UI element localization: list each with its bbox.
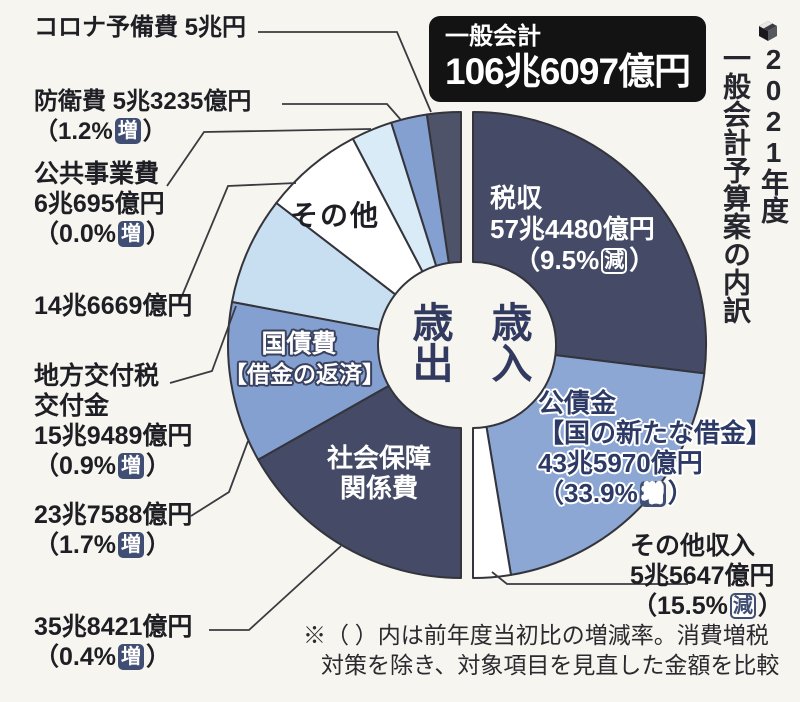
slice-label-debt-service: 国債費 【借金の返済】 bbox=[224, 330, 385, 387]
callout-defense: 防衛費 5兆3235億円 （1.2% 増） bbox=[34, 88, 252, 145]
center-label-revenue: 歳入 bbox=[485, 301, 531, 383]
leader-line bbox=[190, 440, 249, 517]
slice-label-others: その他 bbox=[290, 200, 381, 231]
total-label: 一般会計 bbox=[445, 23, 541, 50]
slice-label-tax: 税収 57兆4480億円 （9.5% 減） bbox=[490, 183, 656, 275]
increase-badge: 増 bbox=[117, 453, 144, 479]
slice-label-bonds: 公債金 【国の新たな借金】 43兆5970億円 （33.9% 増） bbox=[538, 388, 773, 508]
leader-line bbox=[209, 545, 342, 631]
leader-line bbox=[491, 571, 688, 585]
decrease-badge: 減 bbox=[729, 593, 756, 619]
leader-line bbox=[282, 103, 402, 121]
footnote: ※（ ）内は前年度当初比の増減率。消費増税 対策を除き、対象項目を見直した金額を… bbox=[303, 623, 780, 678]
increase-badge: 増 bbox=[117, 644, 144, 670]
cube-icon bbox=[759, 21, 777, 41]
callout-others-amount: 14兆6669億円 bbox=[34, 292, 193, 320]
callout-local-tax: 地方交付税 交付金 15兆9489億円 （0.9% 増） bbox=[34, 362, 193, 480]
slice-tax bbox=[472, 111, 708, 375]
leader-line bbox=[169, 305, 237, 384]
decrease-badge: 減 bbox=[601, 248, 628, 274]
callout-public-works: 公共事業費 6兆695億円 （0.0% 増） bbox=[34, 160, 171, 248]
increase-badge: 増 bbox=[117, 532, 144, 558]
callout-other-income: その他収入 5兆5647億円 （15.5% 減） bbox=[630, 532, 783, 620]
increase-badge: 増 bbox=[639, 481, 666, 507]
total-box: 一般会計 106兆6097億円 bbox=[429, 16, 707, 102]
callout-social-security-amount: 35兆8421億円 （0.4% 増） bbox=[34, 613, 193, 671]
callout-debt-service-amount: 23兆7588億円 （1.7% 増） bbox=[34, 501, 193, 559]
page-title: 2021年度 一般会計予算案の内訳 bbox=[720, 44, 789, 324]
leader-line bbox=[166, 128, 372, 187]
increase-badge: 増 bbox=[117, 221, 144, 247]
slice-social-security bbox=[257, 384, 462, 579]
leader-line bbox=[178, 182, 297, 304]
increase-badge: 増 bbox=[114, 118, 141, 144]
leader-line bbox=[258, 31, 432, 113]
slice-label-social-security: 社会保障 関係費 bbox=[326, 443, 431, 503]
slice-debt-service bbox=[227, 301, 390, 461]
total-value: 106兆6097億円 bbox=[445, 51, 691, 92]
center-label-expenditure: 歳出 bbox=[406, 301, 452, 383]
callout-corona-reserve: コロナ予備費 5兆円 bbox=[34, 14, 247, 41]
slice-bonds bbox=[485, 354, 706, 576]
